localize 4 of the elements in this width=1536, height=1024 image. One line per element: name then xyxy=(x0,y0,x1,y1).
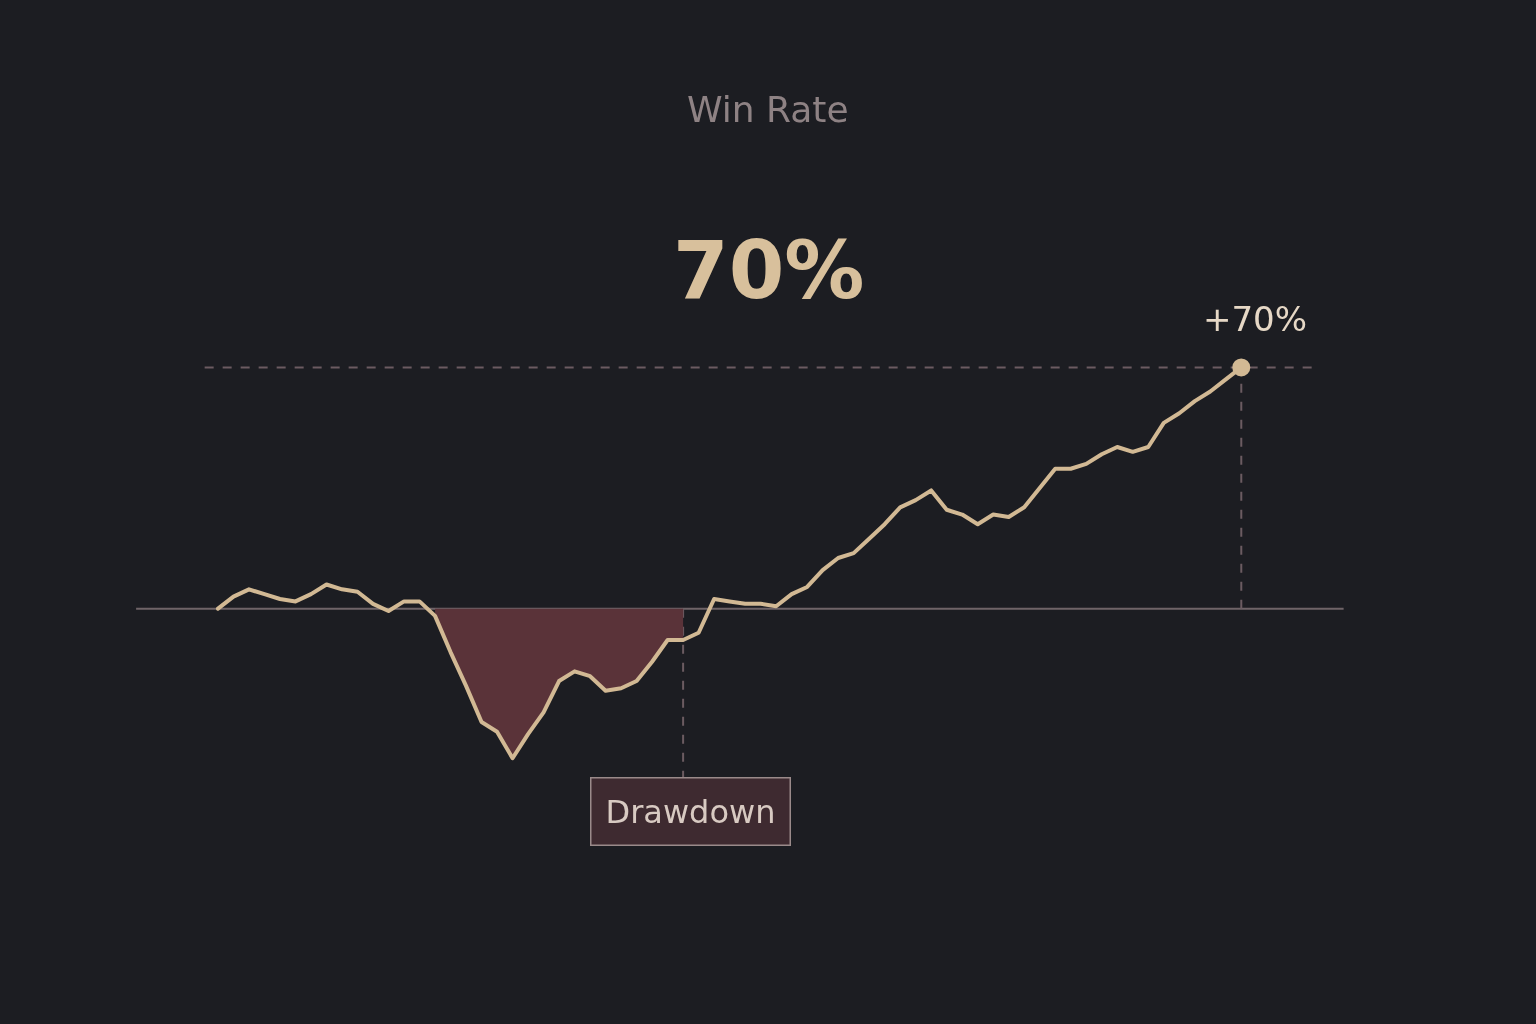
text: Drawdown xyxy=(605,792,776,831)
annotation: +70% xyxy=(1203,299,1308,339)
chart-title: Win Rate xyxy=(687,89,849,130)
chart-subtitle: 70% xyxy=(673,224,865,317)
